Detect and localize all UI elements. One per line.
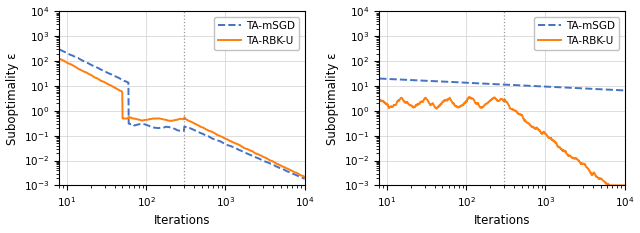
TA-RBK-U	[465, 96, 473, 98]
Line: TA-mSGD: TA-mSGD	[60, 49, 305, 179]
TA-RBK-U	[56, 57, 63, 60]
Y-axis label: Suboptimality ε: Suboptimality ε	[6, 52, 19, 145]
TA-RBK-U	[301, 175, 308, 178]
Line: TA-RBK-U: TA-RBK-U	[60, 58, 305, 177]
TA-RBK-U	[621, 184, 628, 187]
TA-RBK-U	[587, 171, 595, 174]
TA-mSGD	[518, 84, 525, 87]
TA-mSGD	[267, 162, 275, 165]
TA-mSGD	[241, 151, 249, 154]
TA-RBK-U	[204, 129, 212, 132]
TA-mSGD	[532, 85, 540, 88]
TA-RBK-U	[390, 104, 398, 106]
TA-RBK-U	[241, 147, 249, 150]
TA-mSGD	[621, 89, 628, 92]
TA-mSGD	[212, 138, 220, 141]
X-axis label: Iterations: Iterations	[154, 214, 211, 227]
TA-mSGD	[524, 84, 532, 87]
TA-mSGD	[198, 132, 205, 135]
X-axis label: Iterations: Iterations	[474, 214, 531, 227]
TA-mSGD	[301, 177, 308, 180]
TA-RBK-U	[562, 150, 570, 153]
TA-mSGD	[587, 87, 595, 90]
TA-RBK-U	[605, 184, 612, 187]
TA-mSGD	[561, 86, 569, 89]
TA-mSGD	[390, 78, 398, 81]
TA-RBK-U	[518, 113, 526, 116]
TA-RBK-U	[267, 159, 275, 162]
TA-RBK-U	[212, 133, 220, 135]
Legend: TA-mSGD, TA-RBK-U: TA-mSGD, TA-RBK-U	[214, 17, 300, 50]
TA-RBK-U	[525, 122, 532, 125]
Y-axis label: Suboptimality ε: Suboptimality ε	[326, 52, 339, 145]
TA-mSGD	[56, 48, 63, 51]
TA-RBK-U	[376, 98, 383, 101]
TA-RBK-U	[532, 127, 540, 130]
TA-mSGD	[204, 135, 212, 138]
TA-RBK-U	[70, 65, 78, 68]
Line: TA-RBK-U: TA-RBK-U	[380, 97, 625, 185]
Legend: TA-mSGD, TA-RBK-U: TA-mSGD, TA-RBK-U	[534, 17, 620, 50]
TA-mSGD	[70, 55, 78, 58]
TA-mSGD	[376, 77, 383, 80]
TA-RBK-U	[198, 126, 205, 129]
Line: TA-mSGD: TA-mSGD	[380, 79, 625, 90]
